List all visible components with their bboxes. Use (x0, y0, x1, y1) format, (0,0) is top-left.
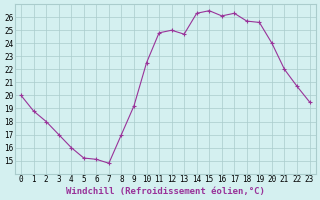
X-axis label: Windchill (Refroidissement éolien,°C): Windchill (Refroidissement éolien,°C) (66, 187, 265, 196)
